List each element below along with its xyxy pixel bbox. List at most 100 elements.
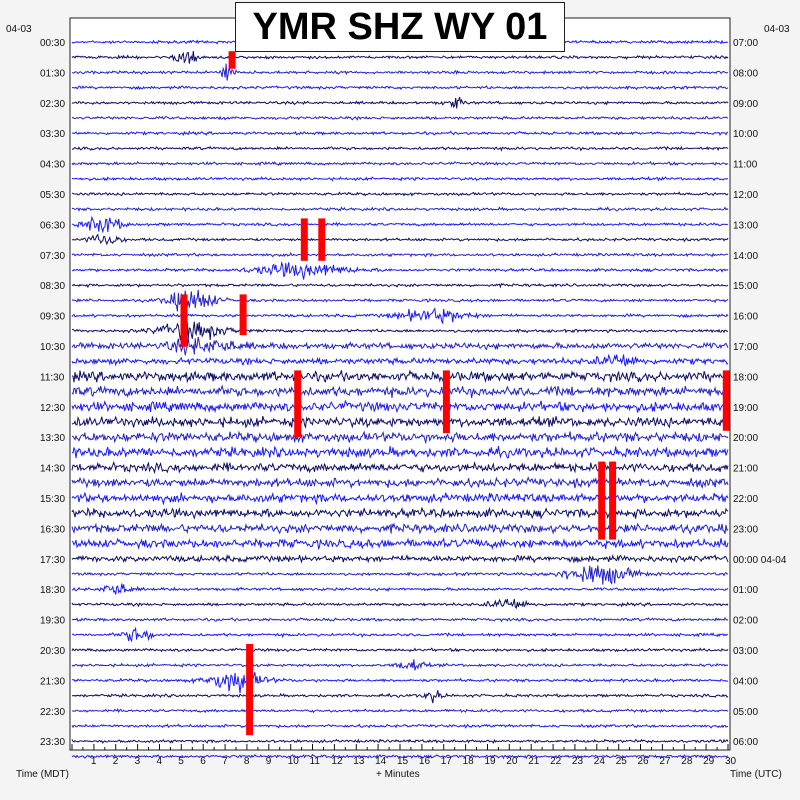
- trace-line: [71, 476, 729, 490]
- clip-mark: [598, 461, 606, 540]
- x-tick-label: 2: [113, 756, 119, 767]
- right-time-label: 04:00: [733, 676, 758, 687]
- trace-line: [71, 430, 729, 445]
- right-time-label: 13:00: [733, 220, 758, 231]
- trace-line: [71, 647, 729, 653]
- x-tick-label: 20: [506, 756, 518, 767]
- trace-line: [71, 565, 729, 585]
- clip-mark: [180, 294, 188, 347]
- right-time-label: 06:00: [733, 737, 758, 748]
- x-tick-label: 18: [463, 756, 475, 767]
- x-tick-label: 5: [178, 756, 184, 767]
- trace-line: [71, 51, 729, 64]
- right-time-label: 02:00: [733, 616, 758, 627]
- right-time-label: 16:00: [733, 312, 758, 323]
- right-time-label: 21:00: [733, 464, 758, 475]
- trace-line: [71, 491, 729, 506]
- right-time-label: 08:00: [733, 68, 758, 79]
- left-time-label: 20:30: [40, 646, 65, 657]
- trace-line: [71, 583, 729, 595]
- x-tick-label: 19: [485, 756, 497, 767]
- trace-line: [71, 336, 729, 356]
- date-right: 04-03: [764, 24, 790, 35]
- trace-line: [71, 616, 729, 623]
- x-tick-label: 14: [375, 756, 387, 767]
- x-tick-label: 22: [550, 756, 562, 767]
- trace-line: [71, 251, 729, 258]
- time-labels: 00:30 01:30 02:30 03:30 04:30 05:30 06:30 07:30…: [40, 38, 787, 748]
- x-tick-label: 29: [703, 756, 715, 767]
- x-axis: 1 2 3 4 5 6 7 8 9 10 11 12 13 14 15 16 17 18 19 20 21 22 23 24 2…: [71, 744, 737, 767]
- trace-line: [71, 399, 729, 414]
- left-time-label: 12:30: [40, 403, 65, 414]
- trace-line: [71, 384, 729, 399]
- clip-mark: [318, 218, 326, 261]
- trace-line: [71, 260, 729, 280]
- right-time-label: 05:00: [733, 707, 758, 718]
- right-time-label: 00:00 04-04: [733, 555, 787, 566]
- trace-line: [71, 672, 729, 694]
- clip-mark: [609, 461, 617, 540]
- left-time-label: 14:30: [40, 464, 65, 475]
- trace-line: [71, 175, 729, 182]
- x-label-center: + Minutes: [376, 769, 420, 780]
- right-time-label: 18:00: [733, 372, 758, 383]
- trace-line: [71, 282, 729, 289]
- left-time-label: 22:30: [40, 707, 65, 718]
- clip-mark: [294, 370, 302, 438]
- trace-line: [71, 753, 729, 760]
- trace-line: [71, 460, 729, 475]
- left-time-label: 03:30: [40, 129, 65, 140]
- chart-title: YMR SHZ WY 01: [235, 2, 565, 52]
- x-tick-label: 8: [244, 756, 250, 767]
- x-tick-label: 25: [616, 756, 628, 767]
- trace-line: [71, 96, 729, 109]
- x-label-right: Time (UTC): [730, 769, 782, 780]
- right-time-label: 23:00: [733, 524, 758, 535]
- x-tick-label: 13: [353, 756, 365, 767]
- left-time-label: 04:30: [40, 160, 65, 171]
- trace-line: [71, 537, 729, 551]
- right-time-label: 12:00: [733, 190, 758, 201]
- trace-line: [71, 130, 729, 137]
- trace-line: [71, 191, 729, 197]
- right-time-label: 11:00: [733, 160, 758, 171]
- left-time-label: 05:30: [40, 190, 65, 201]
- trace-line: [71, 522, 729, 536]
- x-tick-label: 28: [681, 756, 693, 767]
- trace-line: [71, 85, 729, 91]
- x-label-left: Time (MDT): [16, 769, 69, 780]
- right-time-label: 22:00: [733, 494, 758, 505]
- left-time-label: 15:30: [40, 494, 65, 505]
- x-tick-label: 7: [222, 756, 228, 767]
- x-tick-label: 12: [331, 756, 343, 767]
- x-tick-label: 9: [266, 756, 272, 767]
- seismic-traces: [71, 39, 729, 760]
- x-tick-label: 27: [659, 756, 671, 767]
- x-tick-label: 11: [310, 756, 321, 767]
- trace-line: [71, 115, 729, 121]
- left-time-label: 17:30: [40, 555, 65, 566]
- trace-line: [71, 445, 729, 459]
- trace-line: [72, 63, 729, 81]
- right-time-label: 15:00: [733, 281, 758, 292]
- left-time-label: 16:30: [40, 524, 65, 535]
- trace-line: [71, 160, 729, 167]
- right-time-label: 07:00: [733, 38, 758, 49]
- x-tick-label: 17: [441, 756, 453, 767]
- trace-line: [71, 215, 729, 234]
- trace-line: [71, 738, 729, 744]
- clip-mark: [239, 294, 247, 336]
- date-left: 04-03: [6, 24, 32, 35]
- x-tick-label: 30: [725, 756, 737, 767]
- x-tick-label: 1: [91, 756, 97, 767]
- clip-mark: [722, 370, 730, 431]
- clip-mark: [300, 218, 308, 261]
- clip-mark: [442, 370, 450, 434]
- left-time-label: 01:30: [40, 68, 65, 79]
- left-time-label: 23:30: [40, 737, 65, 748]
- right-time-label: 09:00: [733, 99, 758, 110]
- trace-line: [71, 506, 729, 520]
- right-time-label: 20:00: [733, 433, 758, 444]
